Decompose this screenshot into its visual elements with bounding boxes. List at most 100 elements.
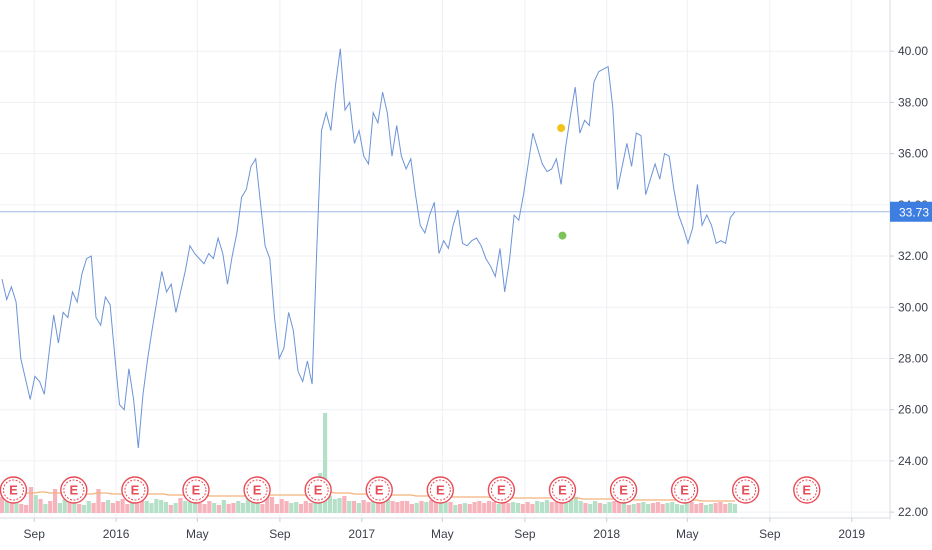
volume-bar <box>665 503 670 513</box>
event-dot[interactable] <box>557 124 566 133</box>
volume-bar <box>173 503 178 513</box>
volume-bar <box>101 502 106 513</box>
earnings-marker[interactable]: E <box>426 476 455 504</box>
volume-bar <box>269 497 275 513</box>
earnings-label: E <box>131 483 140 498</box>
earnings-inner-ring <box>735 479 757 501</box>
earnings-marker[interactable]: E <box>670 476 699 504</box>
volume-bar <box>144 501 149 513</box>
volume-bar <box>385 499 390 513</box>
volume-bar <box>183 501 188 513</box>
volume-bar <box>641 502 646 513</box>
volume-bar <box>356 503 361 513</box>
volume-bar <box>395 502 400 513</box>
volume-bar <box>655 502 660 513</box>
volume-bar <box>515 503 521 513</box>
volume-bar <box>573 497 578 513</box>
volume-bar <box>443 502 448 513</box>
volume-bar <box>520 504 525 513</box>
earnings-marker[interactable]: E <box>731 476 760 504</box>
volume-bar <box>694 504 699 513</box>
volume-bar <box>57 503 62 513</box>
volume-bar <box>713 503 718 513</box>
earnings-marker[interactable]: E <box>60 476 88 504</box>
volume-bar <box>226 504 231 513</box>
volume-bar <box>284 501 289 513</box>
volume-bar <box>376 500 381 513</box>
price-axis-background[interactable] <box>890 0 932 520</box>
y-tick-label: 26.00 <box>898 403 928 417</box>
volume-bar <box>728 503 733 513</box>
earnings-label: E <box>619 483 628 498</box>
y-tick-label: 38.00 <box>898 95 928 109</box>
earnings-label: E <box>680 483 689 498</box>
volume-bar <box>130 503 135 513</box>
earnings-marker[interactable]: E <box>243 476 271 504</box>
volume-bar <box>322 413 328 513</box>
x-tick-label: 2017 <box>348 527 375 541</box>
volume-bar <box>231 503 236 513</box>
time-axis-background[interactable] <box>0 518 890 550</box>
volume-bar <box>453 505 458 513</box>
volume-bar <box>549 502 554 513</box>
volume-bar <box>472 502 477 513</box>
volume-bar <box>511 502 516 513</box>
x-tick-label: Sep <box>24 527 46 541</box>
earnings-label: E <box>558 483 567 498</box>
earnings-inner-ring <box>185 479 207 501</box>
earnings-label: E <box>497 483 506 498</box>
volume-bar <box>535 501 540 513</box>
earnings-marker[interactable]: E <box>121 476 149 504</box>
volume-bar <box>77 504 82 513</box>
earnings-marker[interactable]: E <box>548 476 577 504</box>
volume-bar <box>501 501 506 513</box>
earnings-inner-ring <box>124 479 146 501</box>
volume-bar <box>650 503 656 513</box>
volume-bar <box>67 502 72 513</box>
earnings-marker[interactable]: E <box>0 476 28 504</box>
earnings-inner-ring <box>429 479 451 501</box>
volume-bar <box>404 501 410 513</box>
volume-bar <box>660 504 665 513</box>
volume-bar <box>621 503 627 513</box>
volume-bar <box>539 502 545 513</box>
volume-bar <box>361 500 366 513</box>
earnings-marker[interactable]: E <box>487 476 516 504</box>
volume-bar <box>699 503 704 513</box>
earnings-inner-ring <box>63 479 85 501</box>
earnings-marker[interactable]: E <box>182 476 210 504</box>
volume-bar <box>139 500 144 513</box>
volume-bar <box>568 494 574 513</box>
volume-bar <box>708 504 713 513</box>
volume-bar <box>617 502 622 513</box>
volume-bar <box>467 504 472 513</box>
volume-bar <box>703 505 709 513</box>
earnings-marker[interactable]: E <box>609 476 638 504</box>
volume-bar <box>482 503 487 513</box>
earnings-inner-ring <box>613 479 635 501</box>
earnings-marker[interactable]: E <box>793 476 821 504</box>
price-line <box>1 48 736 449</box>
earnings-label: E <box>253 483 262 498</box>
x-tick-label: Sep <box>759 527 781 541</box>
volume-bar <box>81 505 87 513</box>
y-tick-label: 24.00 <box>898 454 928 468</box>
earnings-marker[interactable]: E <box>304 476 332 504</box>
earnings-marker[interactable]: E <box>365 476 393 504</box>
volume-bar <box>496 504 501 513</box>
x-tick-label: 2019 <box>838 527 865 541</box>
x-tick-label: May <box>676 527 699 541</box>
volume-bar <box>602 504 607 513</box>
volume-bar <box>43 504 48 513</box>
volume-bar <box>255 503 260 513</box>
volume-bar <box>433 501 439 513</box>
volume-bar <box>216 505 222 513</box>
volume-bar <box>159 500 164 513</box>
volume-bar <box>684 503 689 513</box>
volume-bar <box>212 503 217 513</box>
x-tick-label: Sep <box>514 527 536 541</box>
volume-bar <box>525 502 530 513</box>
volume-bar <box>303 501 308 513</box>
event-dot[interactable] <box>558 231 567 240</box>
